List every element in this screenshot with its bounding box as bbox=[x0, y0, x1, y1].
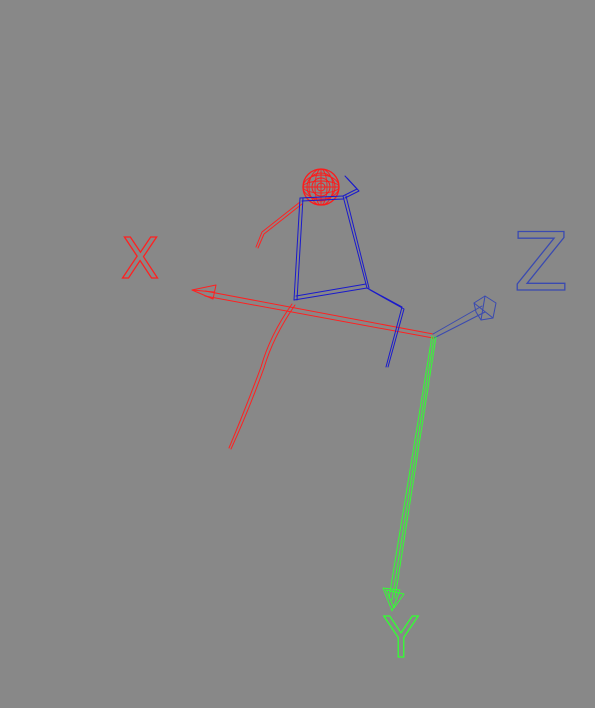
figure-left-limbs bbox=[229, 202, 302, 449]
right-leg bbox=[367, 288, 402, 367]
z-axis-shaft bbox=[433, 306, 482, 334]
z-axis-shaft-edge bbox=[434, 312, 485, 338]
y-axis-shaft-edge bbox=[395, 337, 436, 598]
left-arm bbox=[256, 202, 300, 247]
torso-left-edge bbox=[294, 198, 300, 300]
z-axis-label: Z bbox=[514, 216, 569, 309]
z-axis bbox=[433, 296, 496, 338]
y-axis-shaft bbox=[389, 336, 432, 598]
y-axis bbox=[383, 336, 436, 611]
figure-body bbox=[294, 176, 404, 367]
y-axis-label: Y bbox=[383, 606, 419, 671]
torso-right-edge bbox=[343, 196, 367, 288]
x-axis-label: X bbox=[121, 227, 159, 292]
x-axis-shaft-edge bbox=[205, 296, 433, 338]
